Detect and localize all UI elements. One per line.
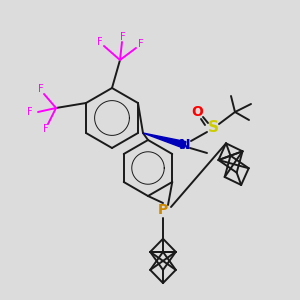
Text: N: N	[179, 138, 191, 152]
Text: F: F	[120, 32, 126, 42]
Text: F: F	[27, 107, 33, 117]
Text: F: F	[138, 39, 144, 49]
Text: O: O	[191, 105, 203, 119]
Text: S: S	[208, 121, 218, 136]
Text: P: P	[158, 203, 168, 217]
Text: F: F	[97, 37, 103, 47]
Text: F: F	[38, 84, 44, 94]
Text: F: F	[43, 124, 49, 134]
Polygon shape	[143, 133, 186, 148]
